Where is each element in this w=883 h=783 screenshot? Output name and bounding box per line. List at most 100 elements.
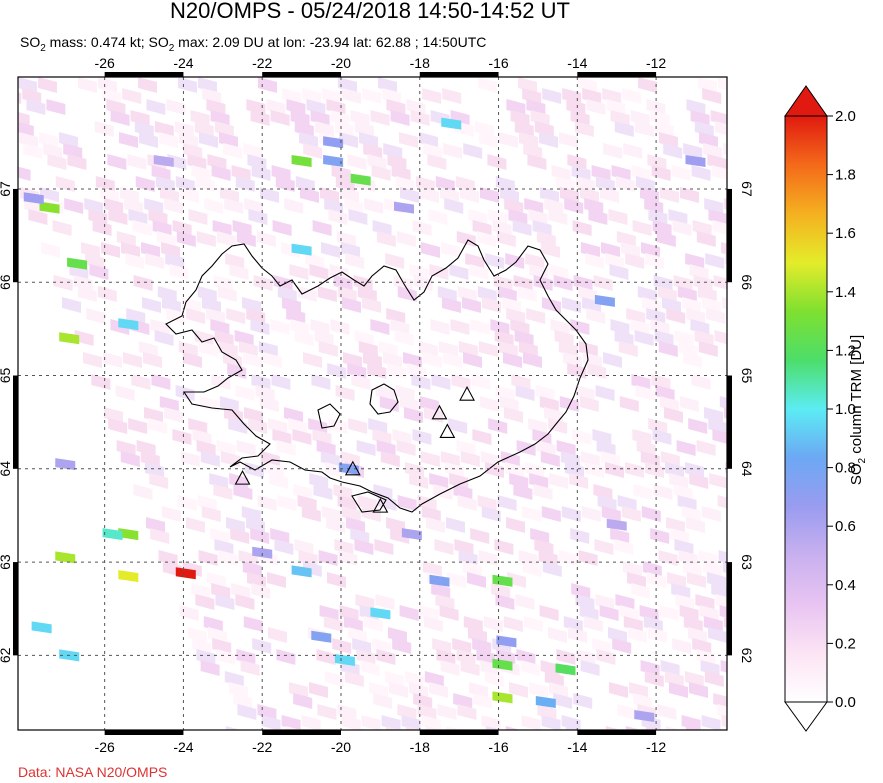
background-cell <box>252 638 272 654</box>
background-cell <box>227 363 247 379</box>
background-cell <box>132 220 152 236</box>
background-cell <box>410 110 430 126</box>
background-cell <box>506 517 525 533</box>
background-cell <box>412 429 432 445</box>
so2-pixel <box>67 257 88 270</box>
background-cell <box>146 99 166 115</box>
background-cell <box>183 352 202 368</box>
background-cell <box>588 209 608 225</box>
background-cell <box>225 726 242 730</box>
background-cell <box>689 473 709 489</box>
so2-pixel <box>429 574 450 587</box>
background-cell <box>533 484 553 500</box>
so2-pixel <box>394 201 415 214</box>
background-cell <box>404 407 423 423</box>
background-cell <box>583 616 603 632</box>
background-cell <box>385 726 401 730</box>
background-cell <box>562 297 581 313</box>
background-swath <box>18 77 727 730</box>
background-cell <box>691 165 711 181</box>
background-cell <box>374 539 394 555</box>
background-cell <box>362 297 381 313</box>
colorbar-label: SO2 column TRM [DU] <box>848 334 868 486</box>
background-cell <box>696 440 716 456</box>
background-cell <box>18 166 31 181</box>
y-tick-label-right: 66 <box>739 274 755 290</box>
background-cell <box>345 253 365 269</box>
so2-pixel <box>311 630 332 643</box>
background-cell <box>442 297 461 313</box>
background-cell <box>513 484 533 500</box>
background-cell <box>460 451 480 467</box>
background-cell <box>300 187 319 203</box>
frame-tick-right <box>727 188 732 283</box>
background-cell <box>270 110 290 126</box>
background-cell <box>204 198 224 214</box>
background-cell <box>226 308 246 324</box>
background-cell <box>628 627 647 643</box>
background-cell <box>603 143 623 159</box>
background-cell <box>128 418 148 434</box>
background-cell <box>635 385 655 401</box>
colorbar-tick-label: 1.8 <box>835 167 856 184</box>
background-cell <box>476 231 496 247</box>
volcano-marker <box>344 460 361 476</box>
background-cell <box>704 671 724 687</box>
so2-pixel <box>252 546 273 559</box>
background-cell <box>335 385 355 401</box>
background-cell <box>375 594 395 610</box>
background-cell <box>483 616 503 632</box>
background-cell <box>301 715 321 730</box>
background-cell <box>216 649 236 665</box>
background-cell <box>86 308 106 324</box>
x-tick-label-bottom: -18 <box>410 739 430 755</box>
frame-tick-left <box>13 375 18 469</box>
background-cell <box>595 385 615 401</box>
background-cell <box>215 594 235 610</box>
background-cell <box>224 198 244 214</box>
background-cell <box>593 275 613 291</box>
so2-pixel <box>39 201 60 214</box>
background-cell <box>110 110 130 126</box>
background-cell <box>596 649 616 665</box>
background-cell <box>138 77 157 93</box>
background-cell <box>463 352 482 368</box>
background-cell <box>297 286 317 302</box>
frame-tick-top <box>419 72 499 77</box>
background-cell <box>724 198 727 210</box>
so2-pixel <box>401 528 422 541</box>
background-cell <box>428 209 448 225</box>
background-cell <box>211 165 231 181</box>
so2-pixel <box>594 294 615 307</box>
x-tick-label-top: -20 <box>331 55 351 71</box>
background-cell <box>177 495 197 511</box>
background-cell <box>718 550 727 564</box>
background-cell <box>722 561 727 574</box>
background-cell <box>625 253 645 269</box>
background-cell <box>719 605 727 618</box>
background-cell <box>41 242 60 258</box>
background-cell <box>456 231 476 247</box>
so2-pixel <box>370 607 391 620</box>
background-cell <box>91 374 111 390</box>
colorbar-tick-label: 0.2 <box>835 635 856 652</box>
background-cell <box>472 429 492 445</box>
background-cell <box>309 264 329 280</box>
x-tick-label-bottom: -26 <box>95 739 115 755</box>
background-cell <box>385 253 405 269</box>
background-cell <box>303 352 322 368</box>
background-cell <box>614 121 634 137</box>
background-cell <box>107 154 127 170</box>
background-cell <box>446 517 465 533</box>
background-cell <box>233 484 253 500</box>
so2-pixel <box>350 173 371 186</box>
background-cell <box>217 286 237 302</box>
background-cell <box>615 176 635 192</box>
background-cell <box>38 77 57 93</box>
background-cell <box>348 418 368 434</box>
colorbar-tick-label: 1.0 <box>835 401 856 418</box>
so2-pixel <box>118 318 139 331</box>
background-cell <box>460 187 479 203</box>
so2-pixel <box>606 518 627 531</box>
background-cell <box>594 539 614 555</box>
